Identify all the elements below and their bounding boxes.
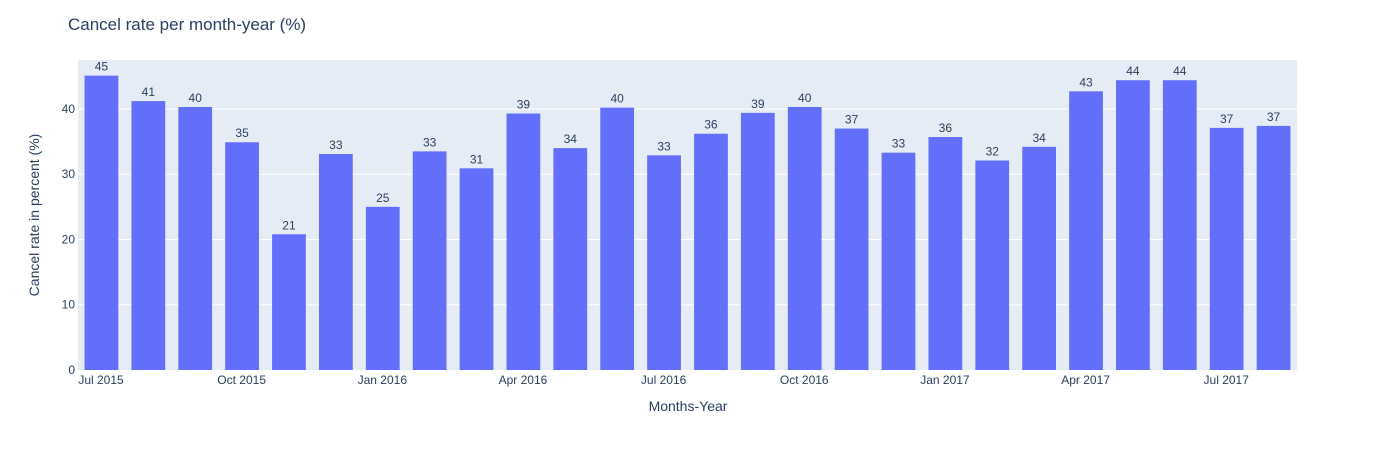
x-tick-label: Apr 2017 (1061, 373, 1110, 387)
bar-value-label: 36 (704, 118, 718, 132)
bar[interactable] (694, 133, 728, 370)
bar-value-label: 40 (189, 91, 203, 105)
bar[interactable] (459, 168, 494, 370)
bar[interactable] (1256, 125, 1291, 370)
y-tick-label: 40 (62, 102, 76, 116)
bar[interactable] (600, 107, 635, 371)
bar-value-label: 21 (282, 218, 296, 232)
bar-value-label: 37 (845, 113, 859, 127)
bar[interactable] (225, 142, 259, 370)
x-tick-label: Oct 2015 (217, 373, 266, 387)
bar-value-label: 33 (892, 137, 906, 151)
bars (84, 75, 1291, 371)
plot-area (78, 60, 1297, 370)
bar-value-label: 36 (939, 121, 953, 135)
x-tick-label: Jan 2017 (920, 373, 970, 387)
bar[interactable] (272, 234, 306, 370)
bar-value-label: 35 (235, 126, 249, 140)
bar-value-label: 39 (751, 97, 765, 111)
bar[interactable] (975, 160, 1010, 370)
bar[interactable] (881, 152, 916, 370)
bar-value-label: 31 (470, 152, 484, 166)
bar[interactable] (365, 206, 400, 370)
x-axis-title: Months-Year (649, 398, 728, 414)
bar-value-label: 44 (1126, 64, 1140, 78)
bar-value-label: 33 (329, 138, 343, 152)
x-tick-label: Jan 2016 (358, 373, 408, 387)
bar[interactable] (1162, 80, 1197, 371)
y-axis-ticks: 0 10 20 30 40 (62, 102, 76, 377)
y-tick-label: 20 (62, 232, 76, 246)
x-tick-label: Oct 2016 (780, 373, 829, 387)
bar-value-label: 33 (657, 139, 671, 153)
bar[interactable] (647, 155, 681, 370)
bar-value-label: 44 (1173, 64, 1187, 78)
y-axis-title: Cancel rate in percent (%) (26, 134, 42, 297)
x-tick-label: Apr 2016 (499, 373, 548, 387)
bar[interactable] (178, 106, 213, 370)
bar[interactable] (412, 151, 447, 370)
bar-labels: 45 41 40 35 21 33 25 33 31 39 34 40 33 36 39 40 37 33 36 32… (95, 60, 1281, 233)
y-tick-label: 0 (68, 363, 75, 377)
bar[interactable] (787, 106, 822, 370)
bar[interactable] (1116, 80, 1150, 371)
bar[interactable] (928, 137, 963, 370)
bar[interactable] (553, 148, 588, 370)
bar[interactable] (1022, 146, 1057, 370)
bar[interactable] (740, 112, 775, 370)
bar-value-label: 43 (1079, 75, 1093, 89)
y-tick-label: 10 (62, 298, 76, 312)
x-axis-ticks: Jul 2015 Oct 2015 Jan 2016 Apr 2016 Jul 2016… (78, 373, 1249, 387)
bar[interactable] (131, 101, 166, 371)
bar[interactable] (834, 128, 869, 370)
bar-value-label: 39 (517, 98, 531, 112)
bar[interactable] (318, 153, 353, 370)
bar[interactable] (1069, 91, 1103, 370)
bar-value-label: 34 (1032, 131, 1046, 145)
x-tick-label: Jul 2015 (78, 373, 124, 387)
x-tick-label: Jul 2016 (641, 373, 687, 387)
bar-value-label: 40 (610, 92, 624, 106)
bar[interactable] (1209, 127, 1244, 370)
bar-value-label: 37 (1220, 112, 1234, 126)
bar-value-label: 32 (986, 145, 1000, 159)
bar-value-label: 45 (95, 60, 109, 74)
y-tick-label: 30 (62, 167, 76, 181)
bar-value-label: 33 (423, 135, 437, 149)
bar-value-label: 40 (798, 91, 812, 105)
bar[interactable] (506, 113, 541, 370)
bar-value-label: 34 (564, 132, 578, 146)
chart-title: Cancel rate per month-year (%) (68, 15, 306, 34)
bar-value-label: 25 (376, 191, 390, 205)
bar-value-label: 37 (1267, 110, 1281, 124)
bar-value-label: 41 (142, 85, 156, 99)
x-tick-label: Jul 2017 (1204, 373, 1250, 387)
bar[interactable] (84, 75, 119, 371)
